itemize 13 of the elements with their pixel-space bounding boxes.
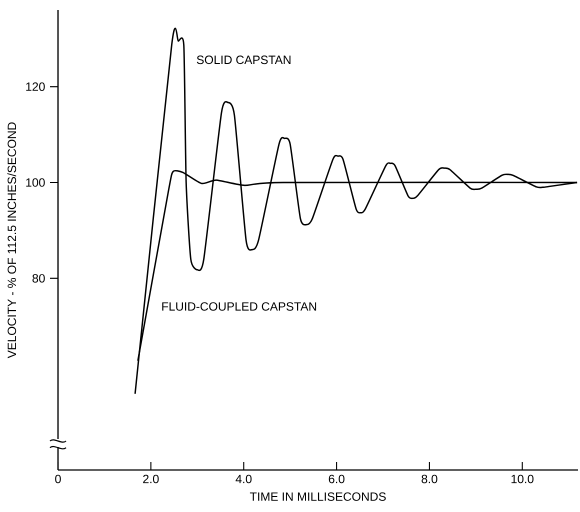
y-tick-label: 120: [26, 82, 45, 91]
y-tick-label: 100: [26, 178, 45, 187]
x-axis-title: TIME IN MILLISECONDS: [250, 492, 386, 501]
x-tick-label: 2.0: [143, 474, 159, 484]
x-tick-label: 10.0: [512, 474, 534, 484]
x-tick-label: 6.0: [328, 474, 344, 484]
x-tick-label: 0: [55, 474, 61, 484]
y-tick-label: 80: [32, 274, 45, 283]
series-label: FLUID-COUPLED CAPSTAN: [162, 302, 316, 311]
y-axis-title: VELOCITY - % OF 112.5 INCHES/SECOND: [7, 122, 16, 358]
x-tick-label: 4.0: [236, 474, 252, 484]
series-label: SOLID CAPSTAN: [196, 56, 290, 64]
x-tick-label: 8.0: [422, 474, 438, 484]
